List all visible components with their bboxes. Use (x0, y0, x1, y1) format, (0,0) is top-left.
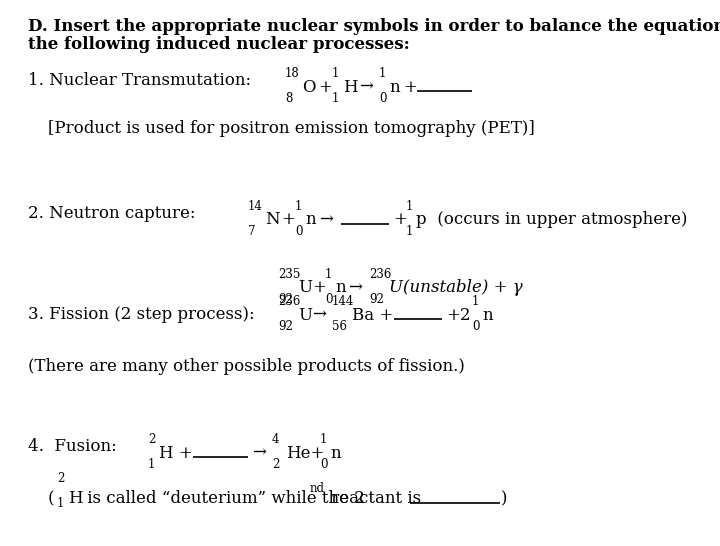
Text: 1: 1 (379, 67, 387, 80)
Text: →: → (359, 79, 373, 96)
Text: 236: 236 (369, 268, 392, 281)
Text: 1: 1 (325, 268, 333, 281)
Text: 2. Neutron capture:: 2. Neutron capture: (28, 205, 196, 222)
Text: O: O (302, 79, 315, 96)
Text: →: → (348, 280, 362, 296)
Text: N: N (265, 211, 279, 228)
Text: ): ) (501, 490, 508, 507)
Text: U(unstable) + γ: U(unstable) + γ (389, 280, 523, 296)
Text: 235: 235 (278, 268, 300, 281)
Text: 1: 1 (295, 200, 302, 213)
Text: +2: +2 (446, 306, 470, 323)
Text: is called “deuterium” while the 2: is called “deuterium” while the 2 (82, 490, 365, 507)
Text: the following induced nuclear processes:: the following induced nuclear processes: (28, 36, 410, 53)
Text: nd: nd (310, 482, 325, 495)
Text: +: + (318, 79, 332, 96)
Text: +: + (281, 211, 295, 228)
Text: n: n (482, 306, 492, 323)
Text: 236: 236 (278, 295, 300, 308)
Text: →: → (312, 306, 326, 323)
Text: H: H (343, 79, 358, 96)
Text: 0: 0 (320, 458, 328, 471)
Text: 56: 56 (332, 320, 347, 333)
Text: 14: 14 (248, 200, 263, 213)
Text: 3. Fission (2 step process):: 3. Fission (2 step process): (28, 306, 255, 323)
Text: H +: H + (159, 444, 193, 461)
Text: +: + (393, 211, 407, 228)
Text: 1. Nuclear Transmutation:: 1. Nuclear Transmutation: (28, 72, 251, 89)
Text: 1: 1 (57, 497, 64, 510)
Text: 0: 0 (472, 320, 480, 333)
Text: 2: 2 (57, 472, 64, 485)
Text: Ba +: Ba + (352, 306, 393, 323)
Text: [Product is used for positron emission tomography (PET)]: [Product is used for positron emission t… (48, 120, 535, 137)
Text: reactant is: reactant is (326, 490, 426, 507)
Text: (There are many other possible products of fission.): (There are many other possible products … (28, 358, 465, 375)
Text: 4.  Fusion:: 4. Fusion: (28, 438, 117, 455)
Text: n: n (305, 211, 315, 228)
Text: U: U (298, 280, 312, 296)
Text: 92: 92 (278, 293, 293, 306)
Text: 1: 1 (406, 225, 413, 238)
Text: 1: 1 (406, 200, 413, 213)
Text: 7: 7 (248, 225, 256, 238)
Text: 1: 1 (320, 433, 328, 446)
Text: 2: 2 (272, 458, 279, 471)
Text: 4: 4 (272, 433, 279, 446)
Text: 144: 144 (332, 295, 354, 308)
Text: n: n (335, 280, 346, 296)
Text: (occurs in upper atmosphere): (occurs in upper atmosphere) (432, 211, 688, 228)
Text: 8: 8 (285, 92, 292, 105)
Text: →: → (319, 211, 333, 228)
Text: 0: 0 (295, 225, 302, 238)
Text: 1: 1 (148, 458, 156, 471)
Text: 2: 2 (148, 433, 156, 446)
Text: +: + (312, 280, 326, 296)
Text: He+: He+ (286, 444, 325, 461)
Text: n: n (330, 444, 341, 461)
Text: D. Insert the appropriate nuclear symbols in order to balance the equations for: D. Insert the appropriate nuclear symbol… (28, 18, 720, 35)
Text: 18: 18 (285, 67, 300, 80)
Text: 92: 92 (369, 293, 384, 306)
Text: 92: 92 (278, 320, 293, 333)
Text: 1: 1 (332, 67, 339, 80)
Text: U: U (298, 306, 312, 323)
Text: 0: 0 (379, 92, 387, 105)
Text: H: H (68, 490, 83, 507)
Text: 0: 0 (325, 293, 333, 306)
Text: +: + (403, 79, 417, 96)
Text: n: n (389, 79, 400, 96)
Text: →: → (252, 444, 266, 461)
Text: 1: 1 (472, 295, 480, 308)
Text: 1: 1 (332, 92, 339, 105)
Text: (: ( (48, 490, 55, 507)
Text: p: p (416, 211, 427, 228)
